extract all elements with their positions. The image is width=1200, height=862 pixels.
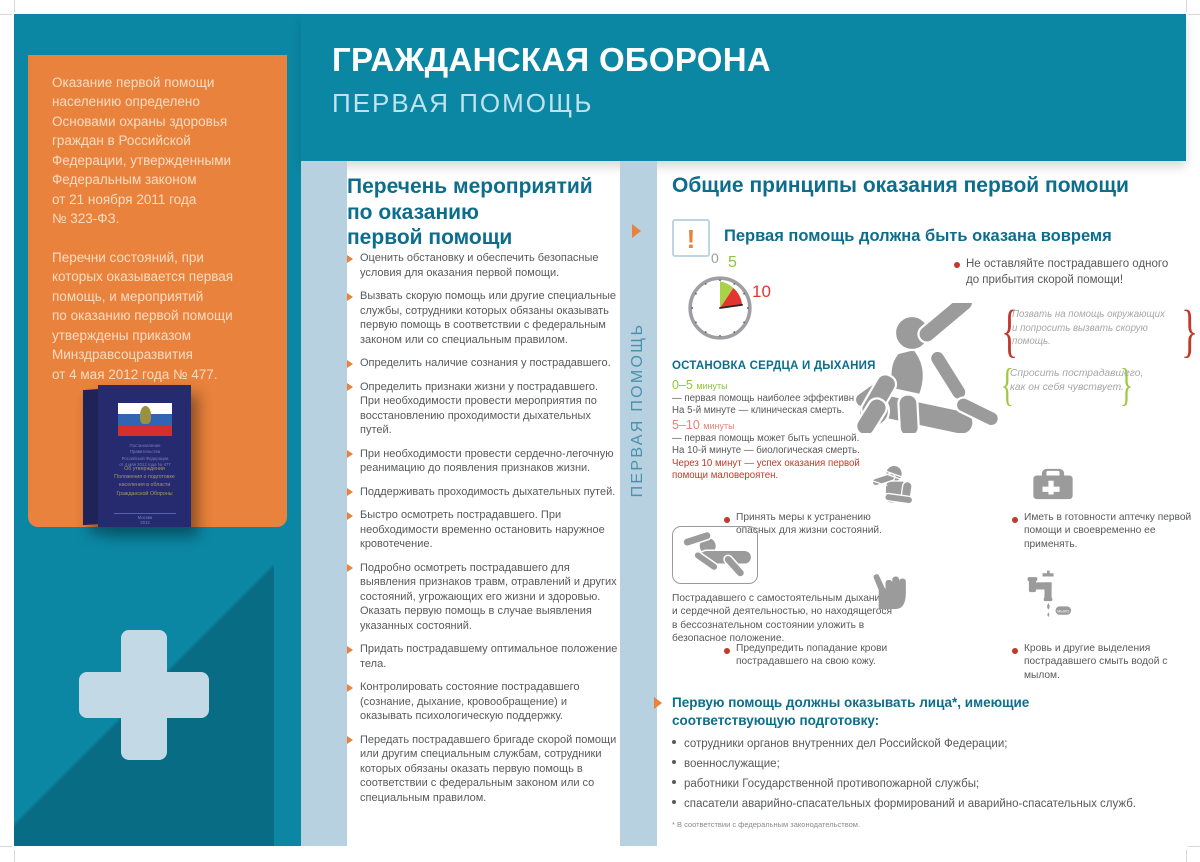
svg-text:МЫЛО: МЫЛО	[1057, 609, 1069, 614]
